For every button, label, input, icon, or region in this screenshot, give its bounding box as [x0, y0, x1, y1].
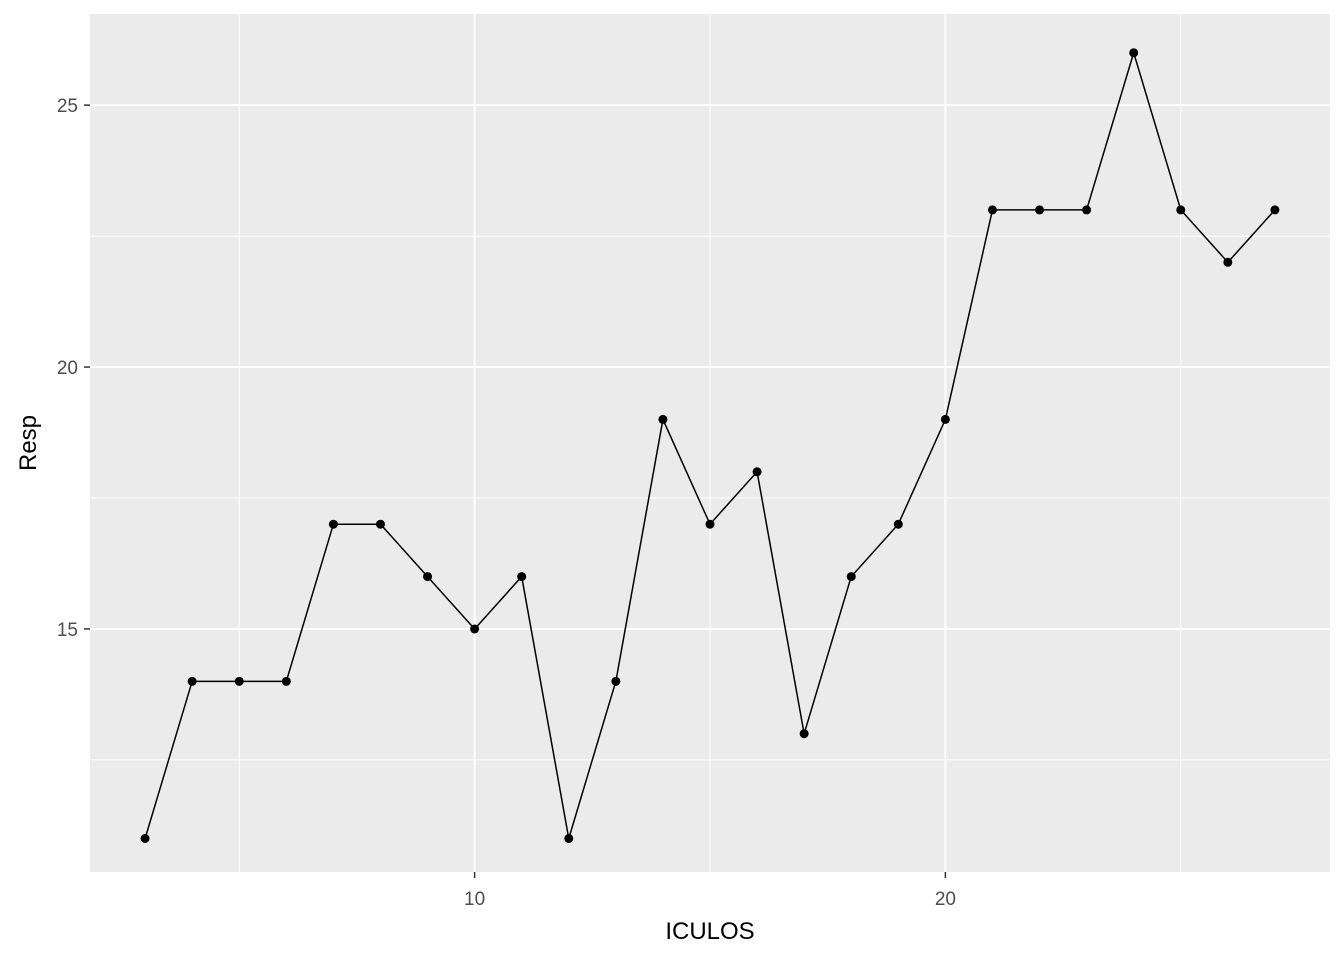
data-point [234, 676, 244, 686]
y-tick-label: 25 [57, 96, 78, 117]
data-point [940, 414, 950, 424]
data-point [1270, 205, 1280, 215]
data-point [187, 676, 197, 686]
data-point [752, 467, 762, 477]
x-tick-label: 20 [935, 889, 956, 910]
data-point [470, 624, 480, 634]
data-point [564, 833, 574, 843]
data-point [1129, 48, 1139, 58]
data-point [799, 729, 809, 739]
data-point [1223, 257, 1233, 267]
series-layer [140, 48, 1280, 843]
data-point [328, 519, 338, 529]
data-point [1176, 205, 1186, 215]
y-axis-title: Resp [15, 415, 42, 471]
y-tick-label: 20 [57, 358, 78, 379]
data-point [423, 572, 433, 582]
data-point [846, 572, 856, 582]
data-point [611, 676, 621, 686]
data-point [893, 519, 903, 529]
data-point [375, 519, 385, 529]
data-point [705, 519, 715, 529]
data-point [1082, 205, 1092, 215]
data-point [140, 833, 150, 843]
minor-gridlines [90, 14, 1330, 872]
x-axis-title: ICULOS [665, 918, 754, 945]
data-point [281, 676, 291, 686]
data-point [987, 205, 997, 215]
data-point [658, 414, 668, 424]
y-tick-label: 15 [57, 620, 78, 641]
data-point [517, 572, 527, 582]
data-point [1035, 205, 1045, 215]
x-tick-label: 10 [464, 889, 485, 910]
axes-layer: 10 20 15 20 25 [57, 96, 956, 910]
major-gridlines [90, 14, 1330, 872]
